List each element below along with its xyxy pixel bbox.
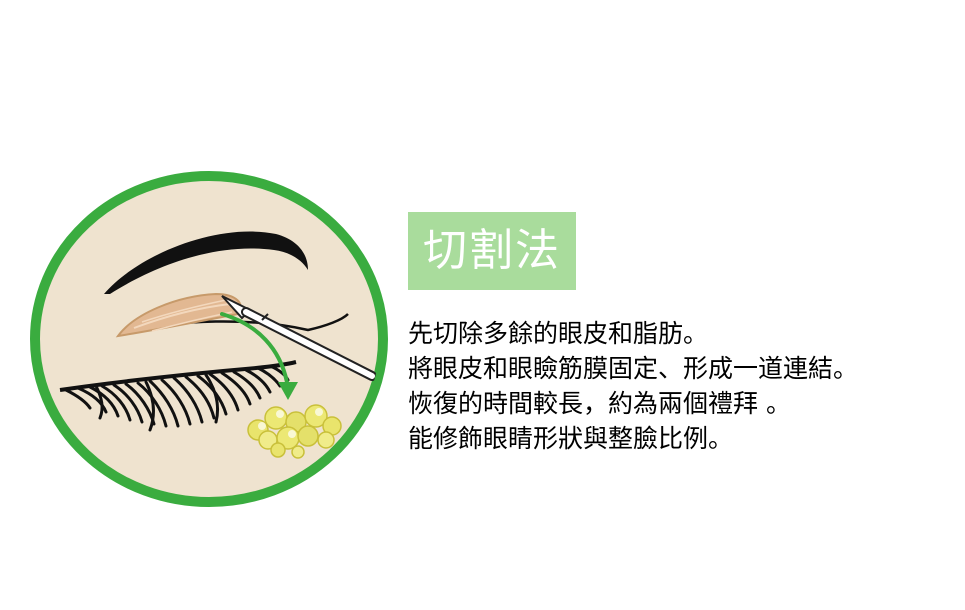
arrow-icon <box>220 312 290 390</box>
eyelashes-icon <box>64 364 290 432</box>
eye-surgery-illustration <box>30 171 388 507</box>
surgical-tool-icon <box>221 295 377 381</box>
flap-line <box>133 303 231 329</box>
description-line: 先切除多餘的眼皮和脂肪。 <box>408 319 709 348</box>
description-line: 能修飾眼睛形狀與整臉比例。 <box>408 424 734 453</box>
fat-icon <box>247 404 342 459</box>
description-list: 先切除多餘的眼皮和脂肪。 將眼皮和眼瞼筋膜固定、形成一道連結。 恢復的時間較長，… <box>408 316 958 456</box>
description-line: 將眼皮和眼瞼筋膜固定、形成一道連結。 <box>408 354 859 383</box>
page-title: 切割法 <box>423 225 561 276</box>
green-ring <box>30 171 388 507</box>
eyebrow-icon <box>104 231 308 294</box>
flap-line <box>141 299 227 323</box>
description-line: 恢復的時間較長，約為兩個禮拜 。 <box>408 389 791 418</box>
title-badge: 切割法 <box>408 212 576 290</box>
arrow-head-icon <box>278 382 298 400</box>
